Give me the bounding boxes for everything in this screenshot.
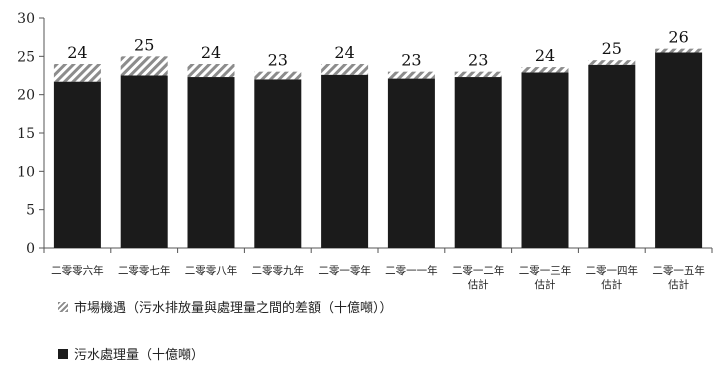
data-label-total: 23	[401, 51, 421, 70]
data-label-total: 25	[602, 39, 622, 58]
data-label-total: 23	[268, 51, 288, 70]
y-tick-label: 20	[17, 88, 35, 104]
x-tick-label: 估計	[668, 278, 689, 291]
y-tick-label: 30	[17, 11, 35, 27]
x-tick-label: 二零一四年	[586, 264, 639, 277]
x-tick-label: 二零零八年	[185, 264, 238, 277]
bar-layer	[53, 48, 703, 249]
x-tick-label: 估計	[468, 278, 489, 291]
bar-opportunity	[254, 71, 302, 80]
bar-treatment	[53, 81, 101, 248]
x-tick-label: 二零一二年	[452, 264, 505, 277]
y-tick-label: 25	[17, 49, 35, 65]
bar-treatment	[588, 64, 636, 249]
x-tick-label: 二零一五年	[652, 264, 705, 277]
y-tick-label: 15	[17, 126, 35, 142]
bar-treatment	[655, 52, 703, 248]
data-label-total: 25	[134, 35, 154, 54]
bar-treatment	[321, 74, 369, 248]
bar-opportunity	[521, 67, 569, 73]
y-tick-label: 5	[26, 203, 35, 219]
bar-treatment	[454, 77, 502, 249]
bar-treatment	[521, 72, 569, 248]
data-label-total: 26	[668, 28, 688, 47]
bar-treatment	[387, 78, 435, 248]
x-tick-label: 二零零六年	[51, 264, 104, 277]
legend-label-treatment: 污水處理量（十億噸）	[74, 348, 205, 363]
x-tick-label: 二零一零年	[318, 264, 371, 277]
bar-opportunity	[454, 71, 502, 78]
bar-opportunity	[588, 60, 636, 65]
legend-item-treatment: 污水處理量（十億噸）	[58, 344, 204, 363]
x-tick-label: 二零一三年	[519, 264, 572, 277]
x-tick-label: 估計	[535, 278, 556, 291]
label-layer: 24 二零零六年 25 二零零七年 24 二零零八年 23 二零零九年 24 二零一零年 23 二零一…	[51, 28, 705, 291]
legend-swatch-opportunity	[58, 301, 68, 312]
y-tick-label: 10	[17, 164, 35, 180]
bar-treatment	[120, 75, 168, 248]
bar-opportunity	[387, 71, 435, 79]
bar-opportunity	[187, 64, 235, 78]
x-tick-label: 估計	[601, 278, 622, 291]
bar-opportunity	[321, 64, 369, 75]
bar-treatment	[187, 77, 235, 249]
x-tick-label: 二零一一年	[385, 264, 438, 277]
data-label-total: 23	[468, 51, 488, 70]
legend-label-opportunity: 市場機遇（污水排放量與處理量之間的差額（十億噸））	[74, 301, 393, 316]
y-tick-label: 0	[26, 241, 35, 257]
bar-treatment	[254, 79, 302, 248]
bar-chart: 0 5 10 15 20 25 30 24 二零零六年 25 二零零七年 24 二零零八年 23 二零零九…	[17, 11, 713, 291]
bar-opportunity	[120, 56, 168, 76]
legend-swatch-treatment	[58, 348, 68, 359]
data-label-total: 24	[535, 46, 555, 65]
data-label-total: 24	[201, 43, 221, 62]
data-label-total: 24	[67, 43, 87, 62]
legend-item-opportunity: 市場機遇（污水排放量與處理量之間的差額（十億噸））	[58, 297, 393, 316]
x-tick-label: 二零零七年	[118, 264, 171, 277]
bar-opportunity	[53, 64, 101, 82]
bar-opportunity	[655, 48, 703, 53]
data-label-total: 24	[334, 43, 354, 62]
x-tick-label: 二零零九年	[252, 264, 305, 277]
